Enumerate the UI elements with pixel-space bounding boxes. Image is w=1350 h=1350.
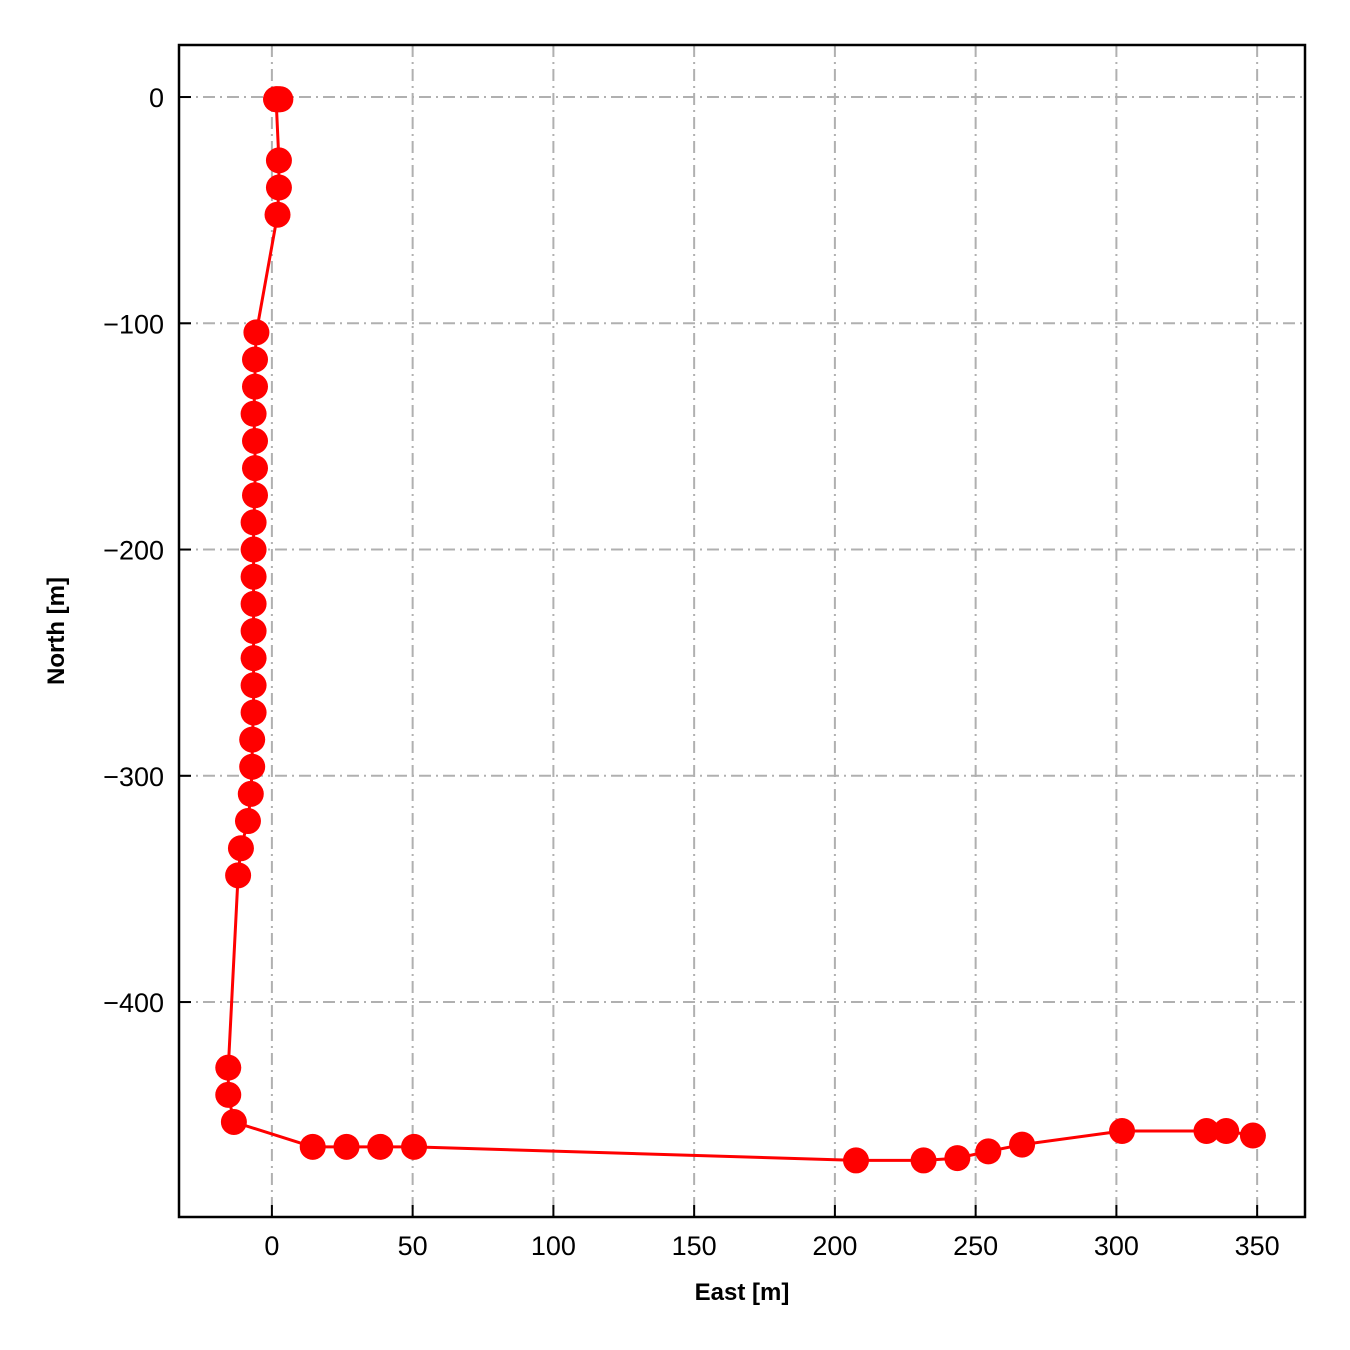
plot-frame (177, 43, 1307, 1219)
data-point (242, 427, 269, 454)
y-tick-label: −200 (103, 536, 164, 566)
data-point (225, 862, 252, 889)
data-point (333, 1133, 360, 1160)
data-point (215, 1054, 242, 1081)
grid (179, 45, 1305, 1217)
data-point (240, 618, 267, 644)
data-point (975, 1138, 1002, 1165)
data-point (239, 726, 266, 753)
data-point (220, 1108, 247, 1135)
data-point (227, 835, 254, 862)
x-axis-title: East [m] (695, 1279, 790, 1306)
data-point (240, 563, 267, 590)
x-tick-label: 150 (672, 1231, 717, 1261)
x-tick-label: 200 (812, 1231, 857, 1261)
data-point (1193, 1118, 1220, 1145)
data-point (910, 1147, 937, 1174)
y-tick-label: −100 (103, 309, 164, 339)
data-point (1109, 1118, 1136, 1145)
x-tick-label: 300 (1094, 1231, 1139, 1261)
data-point (240, 536, 267, 563)
data-point (265, 147, 292, 174)
axis-ticks: 0 50 100 150 200 250 300 350 0 −100 −200 −300 −400 (103, 83, 1280, 1261)
data-point (299, 1133, 326, 1160)
series-layer (215, 86, 1266, 1174)
x-tick-label: 50 (398, 1231, 428, 1261)
data-point (239, 753, 266, 780)
data-point (237, 780, 264, 807)
data-point (240, 645, 267, 672)
data-point (367, 1133, 394, 1160)
x-tick-label: 350 (1235, 1231, 1280, 1261)
data-point (242, 373, 269, 400)
data-point (1239, 1122, 1266, 1149)
x-tick-label: 0 (264, 1231, 279, 1261)
data-point (265, 174, 292, 201)
data-point (242, 482, 269, 509)
data-point (243, 319, 270, 346)
y-tick-label: −300 (103, 762, 164, 792)
data-point (240, 699, 267, 726)
data-point (944, 1145, 971, 1172)
x-tick-label: 250 (953, 1231, 998, 1261)
data-point (401, 1133, 428, 1160)
data-point (1009, 1131, 1036, 1158)
data-point (242, 455, 269, 482)
data-point (1213, 1118, 1240, 1145)
data-point (263, 86, 290, 113)
data-point (843, 1147, 870, 1174)
x-tick-label: 100 (531, 1231, 576, 1261)
y-tick-label: 0 (149, 83, 164, 113)
data-point (240, 509, 267, 536)
data-point (264, 201, 291, 228)
y-tick-label: −400 (103, 988, 164, 1018)
data-point (215, 1081, 242, 1108)
data-point (242, 346, 269, 373)
data-point (240, 400, 267, 427)
data-point (240, 672, 267, 699)
data-point (240, 590, 267, 617)
data-point (234, 808, 261, 835)
y-axis-title: North [m] (43, 577, 70, 685)
